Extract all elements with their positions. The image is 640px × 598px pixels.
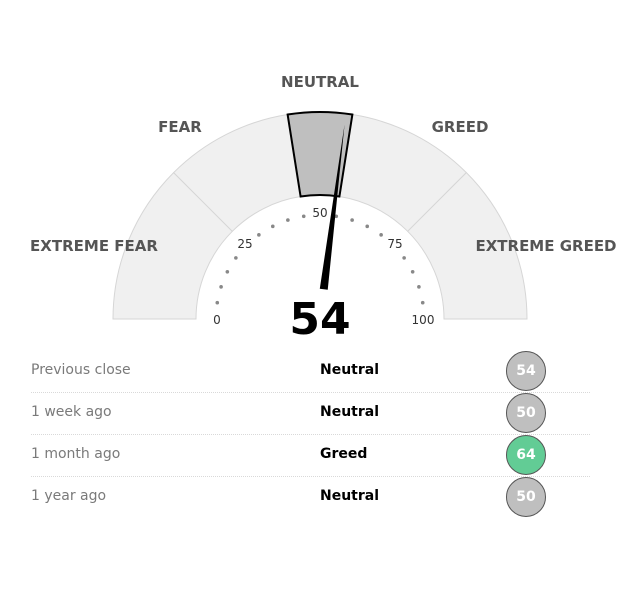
history-row-rating: Neutral	[320, 404, 380, 420]
gauge-zone-labels: EXTREME FEAR FEAR NEUTRAL GREED EXTREME GREE…	[30, 73, 616, 255]
history-row-score-badge: 50	[506, 393, 546, 433]
fear-greed-gauge: EXTREME FEAR FEAR NEUTRAL GREED EXTREME GREE…	[30, 73, 616, 345]
gauge-dial-dot	[379, 233, 383, 237]
gauge-dial-dots	[215, 214, 425, 305]
gauge-score: 54	[289, 294, 350, 345]
gauge-dial-dot	[270, 224, 275, 229]
gauge-tick-label: 100	[412, 313, 435, 327]
gauge-tick-label: 0	[213, 313, 221, 327]
history-row-rating: Greed	[320, 446, 368, 462]
gauge-dial-dot	[234, 256, 238, 260]
gauge-dial-dot	[365, 224, 370, 229]
gauge-zones	[112, 111, 528, 320]
gauge-needle	[319, 124, 345, 290]
history-list: Previous close Neutral 54 1 week ago Neu…	[31, 351, 590, 518]
history-row-rating: Neutral	[320, 362, 380, 378]
gauge-dial-dot	[350, 218, 354, 222]
gauge-tick-label: 25	[237, 237, 252, 251]
gauge-dial-dot	[301, 214, 306, 219]
history-row-score-badge: 50	[506, 477, 546, 517]
history-row-previous-close: Previous close Neutral 54	[31, 351, 590, 393]
gauge-zone-extreme-greed	[406, 171, 528, 320]
gauge-tick-label: 75	[387, 237, 402, 251]
gauge-zone-label: FEAR	[158, 118, 202, 136]
gauge-dial-dot	[225, 269, 230, 274]
gauge-zone-label: NEUTRAL	[281, 73, 359, 91]
gauge-zone-label: EXTREME FEAR	[30, 237, 158, 255]
history-row-label: 1 week ago	[31, 404, 112, 420]
gauge-dial-dot	[219, 285, 223, 289]
history-row-score-badge: 64	[506, 435, 546, 475]
gauge-zone-neutral	[286, 111, 354, 198]
gauge-dial-dot	[417, 285, 421, 289]
history-row-rating: Neutral	[320, 488, 380, 504]
history-row-label: Previous close	[31, 362, 131, 378]
gauge-dial-dot	[215, 300, 220, 305]
gauge-dial-dot	[257, 233, 261, 237]
gauge-zone-label: EXTREME GREED	[475, 237, 616, 255]
history-row-label: 1 year ago	[31, 488, 107, 504]
history-row-1-year-ago: 1 year ago Neutral 50	[31, 477, 590, 518]
gauge-dial-dot	[410, 269, 415, 274]
gauge-zone-label: GREED	[432, 118, 489, 136]
gauge-dial-dot	[334, 214, 339, 219]
gauge-tick-label: 50	[312, 206, 327, 220]
gauge-dial-dot	[420, 300, 425, 305]
history-row-1-month-ago: 1 month ago Greed 64	[31, 435, 590, 477]
history-row-label: 1 month ago	[31, 446, 121, 462]
gauge-tick-labels: 0 25 50 75 100	[213, 206, 434, 327]
gauge-dial-dot	[402, 256, 406, 260]
history-row-score-badge: 54	[506, 351, 546, 391]
history-row-1-week-ago: 1 week ago Neutral 50	[31, 393, 590, 435]
gauge-dial-dot	[286, 218, 290, 222]
